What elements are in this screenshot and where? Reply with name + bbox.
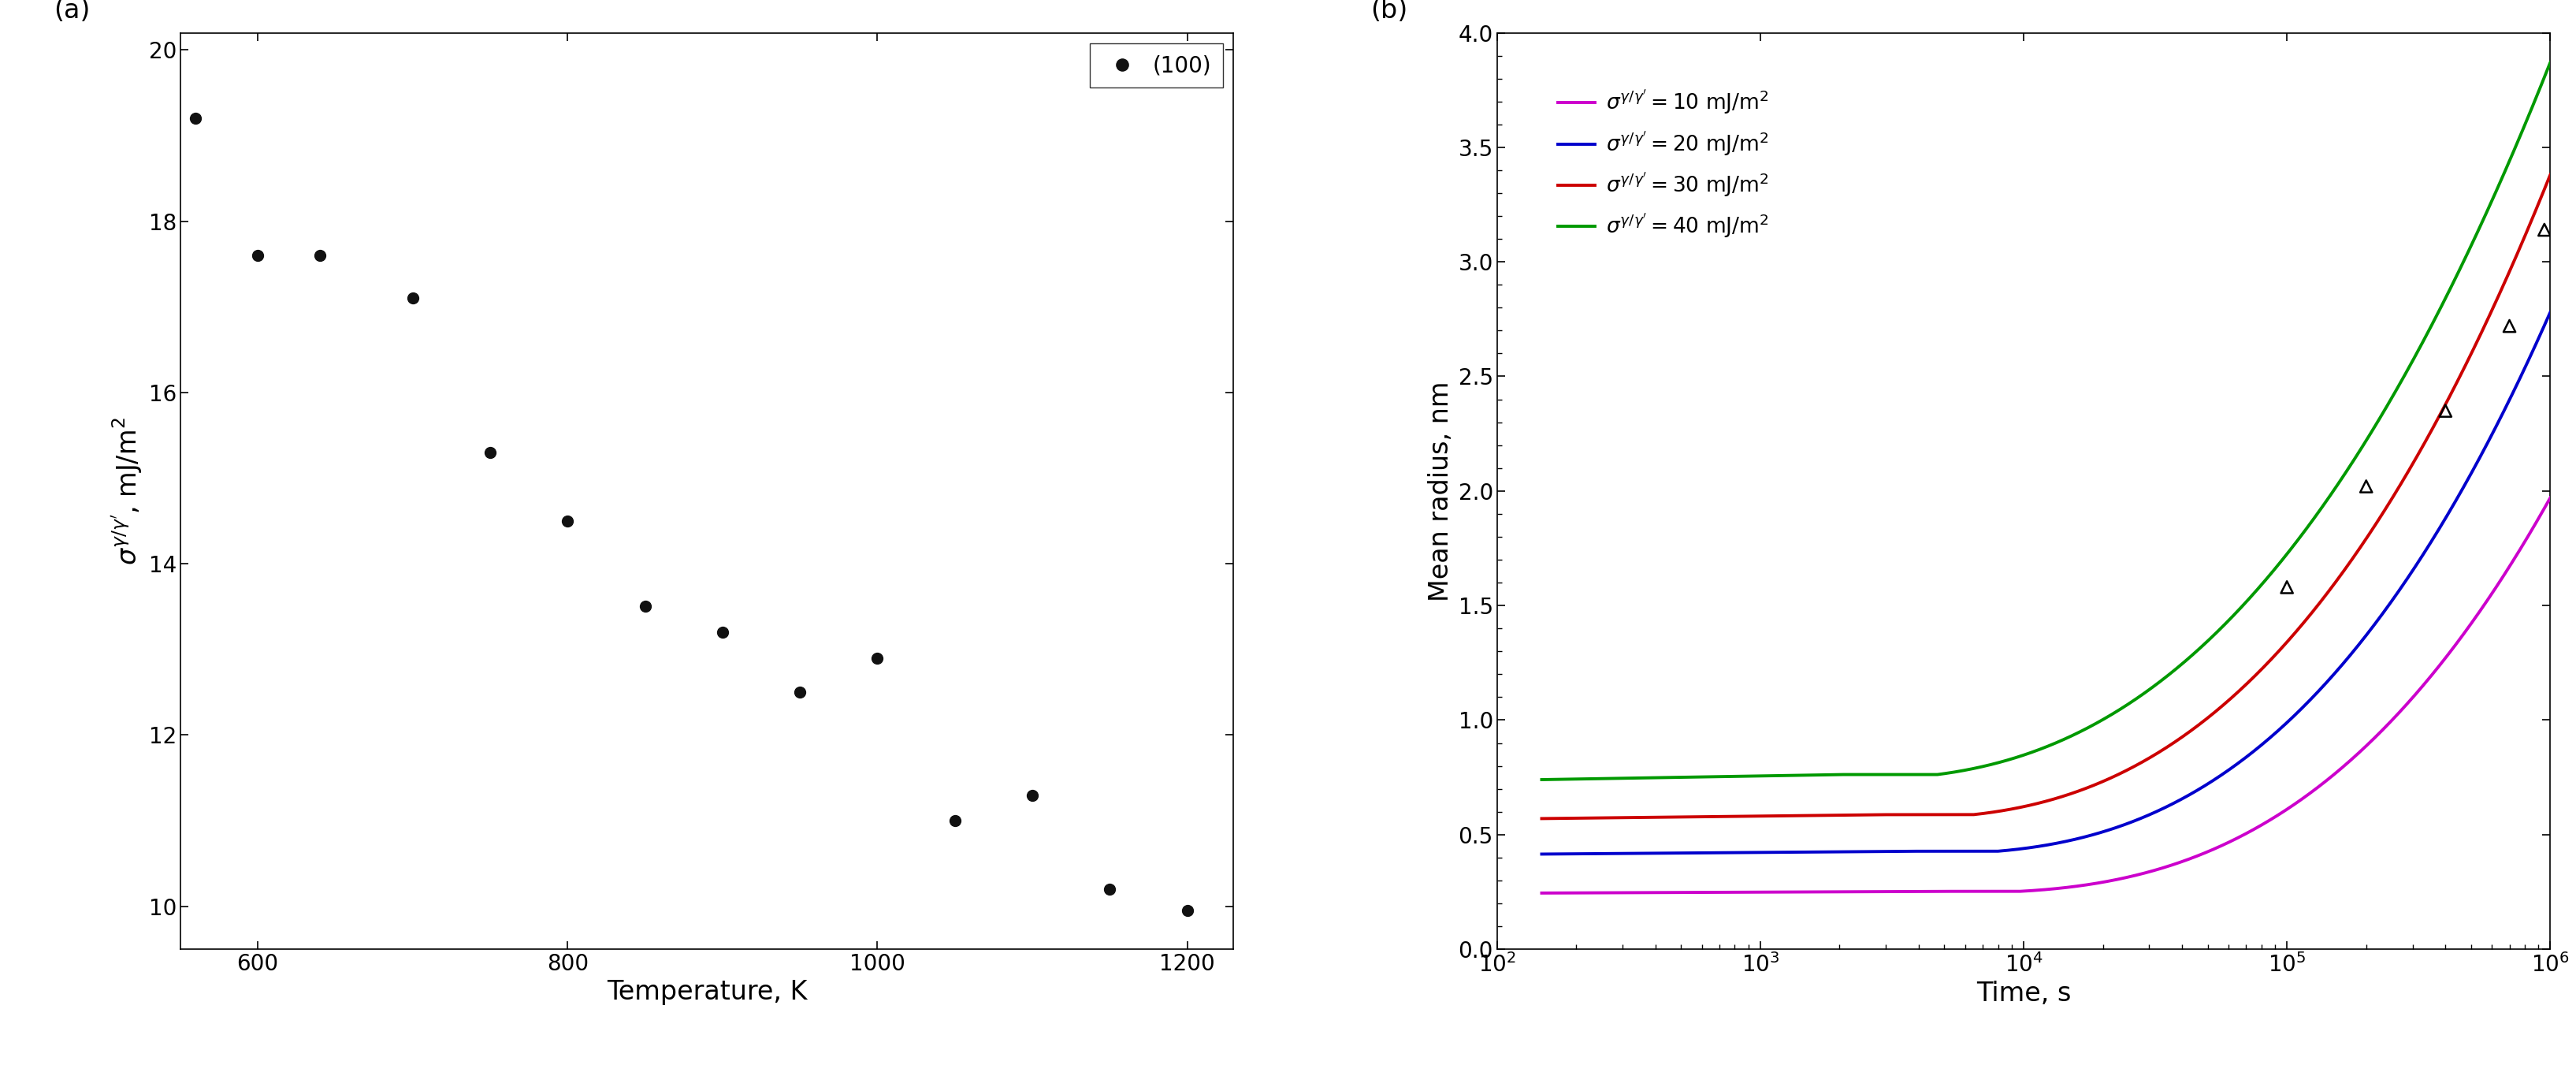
Point — [2524, 221, 2566, 239]
Point — [299, 247, 340, 264]
Point — [781, 683, 822, 700]
Point — [935, 812, 976, 829]
Point — [2424, 403, 2465, 420]
Text: (b): (b) — [1370, 0, 1406, 24]
Legend: $\sigma^{\gamma/\gamma'} = 10$ mJ/m$^2$, $\sigma^{\gamma/\gamma'} = 20$ mJ/m$^2$: $\sigma^{\gamma/\gamma'} = 10$ mJ/m$^2$,… — [1551, 80, 1777, 249]
Y-axis label: $\sigma^{\gamma/\gamma'}$, mJ/m$^2$: $\sigma^{\gamma/\gamma'}$, mJ/m$^2$ — [111, 417, 144, 565]
Point — [623, 598, 665, 615]
Point — [701, 624, 742, 642]
Point — [237, 247, 278, 264]
Point — [175, 110, 216, 128]
Y-axis label: Mean radius, nm: Mean radius, nm — [1427, 381, 1453, 601]
Point — [1090, 880, 1131, 898]
Legend: (100): (100) — [1090, 44, 1224, 87]
Point — [392, 289, 433, 307]
X-axis label: Temperature, K: Temperature, K — [608, 980, 806, 1006]
Point — [858, 649, 899, 667]
Point — [469, 444, 510, 461]
Point — [2488, 317, 2530, 335]
X-axis label: Time, s: Time, s — [1976, 981, 2071, 1007]
Point — [2347, 478, 2388, 495]
Point — [1012, 787, 1054, 804]
Text: (a): (a) — [54, 0, 90, 24]
Point — [2267, 578, 2308, 596]
Point — [1167, 902, 1208, 920]
Point — [546, 512, 587, 529]
